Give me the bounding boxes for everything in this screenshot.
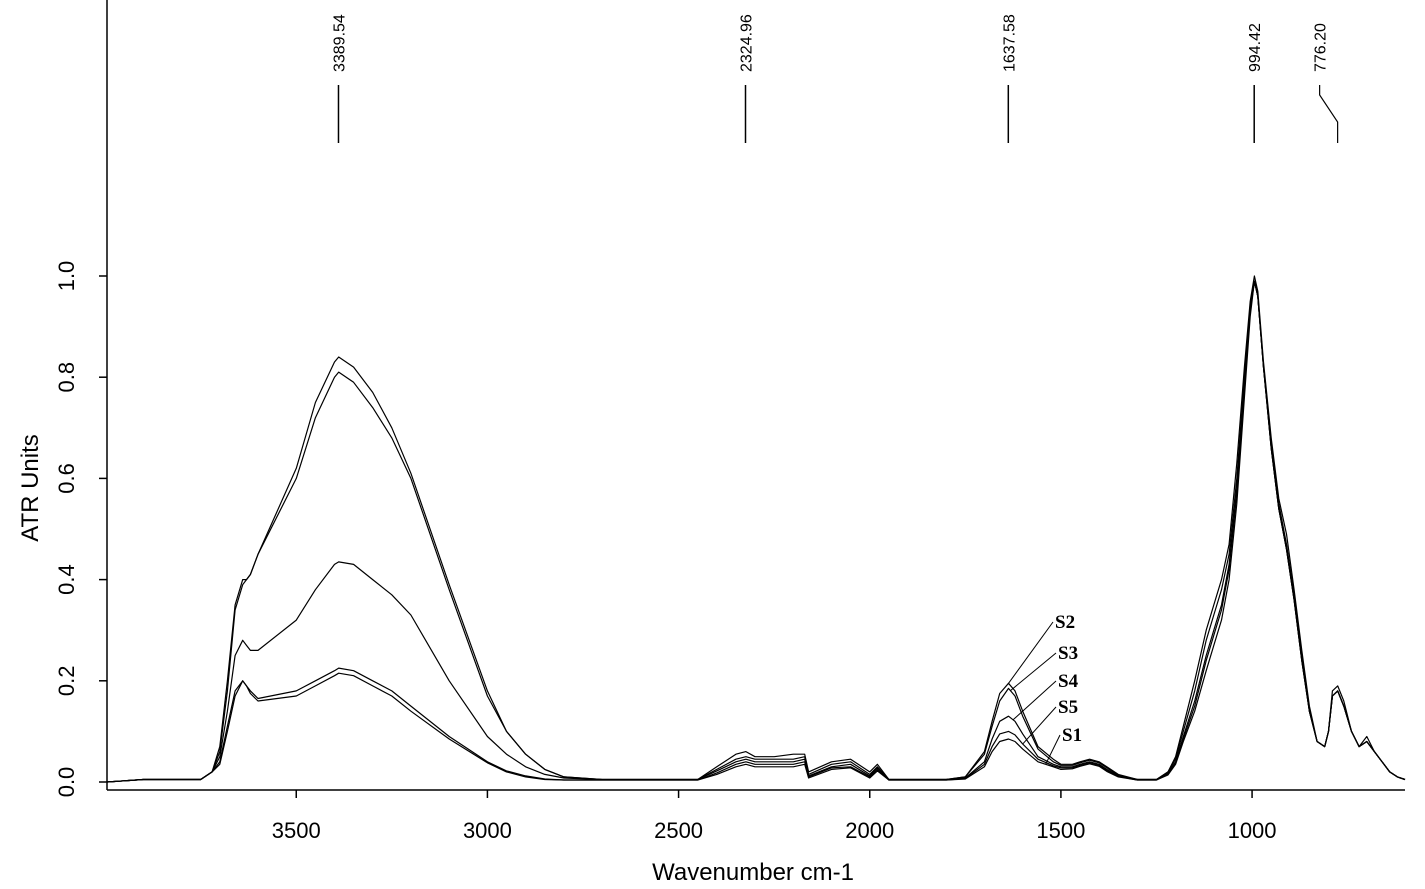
series-label-s1: S1 xyxy=(1062,725,1082,746)
peak-marker-line xyxy=(1319,85,1339,143)
series-label-leader xyxy=(1012,680,1057,721)
peak-label: 2324.96 xyxy=(739,14,756,72)
series-labels: S2 S3 S4 S5 S1 xyxy=(1008,612,1082,765)
series-line-s2 xyxy=(106,275,1406,783)
x-axis-title: Wavenumber cm-1 xyxy=(652,859,854,886)
peak-label: 3389.54 xyxy=(331,14,348,72)
series-line-s1 xyxy=(106,280,1406,783)
x-tick-label: 3000 xyxy=(463,818,512,843)
series-label-s3: S3 xyxy=(1058,643,1078,664)
series-line-s4 xyxy=(106,280,1406,783)
y-tick-label: 1.0 xyxy=(54,261,79,292)
y-tick-label: 0.0 xyxy=(54,767,79,798)
y-axis-title: ATR Units xyxy=(17,434,44,542)
series-label-leader xyxy=(1045,734,1061,765)
series-label-leader xyxy=(1010,652,1057,692)
series-label-s2: S2 xyxy=(1055,612,1075,633)
peak-label: 1637.58 xyxy=(1001,14,1018,72)
x-tick-label: 1000 xyxy=(1228,818,1277,843)
y-tick-label: 0.4 xyxy=(54,564,79,595)
x-tick-label: 2000 xyxy=(845,818,894,843)
series-label-leader xyxy=(1008,621,1054,684)
y-axis: 0.0 0.2 0.4 0.6 0.8 1.0 xyxy=(54,0,108,798)
x-tick-label: 2500 xyxy=(654,818,703,843)
series-label-s4: S4 xyxy=(1058,671,1079,692)
peak-label: 776.20 xyxy=(1313,23,1330,72)
peak-label: 994.42 xyxy=(1247,23,1264,72)
x-tick-label: 3500 xyxy=(272,818,321,843)
series-line-s3 xyxy=(106,280,1406,783)
y-tick-label: 0.8 xyxy=(54,362,79,393)
y-tick-label: 0.2 xyxy=(54,666,79,697)
y-tick-label: 0.6 xyxy=(54,463,79,494)
series-lines xyxy=(106,275,1406,783)
x-axis: 3500 3000 2500 2000 1500 1000 xyxy=(107,789,1405,843)
peak-annotations: 3389.54 2324.96 1637.58 994.42 776.20 xyxy=(331,14,1339,143)
series-label-leader xyxy=(1022,706,1057,745)
x-tick-label: 1500 xyxy=(1036,818,1085,843)
series-label-s5: S5 xyxy=(1058,697,1078,718)
series-line-s5 xyxy=(106,280,1406,783)
